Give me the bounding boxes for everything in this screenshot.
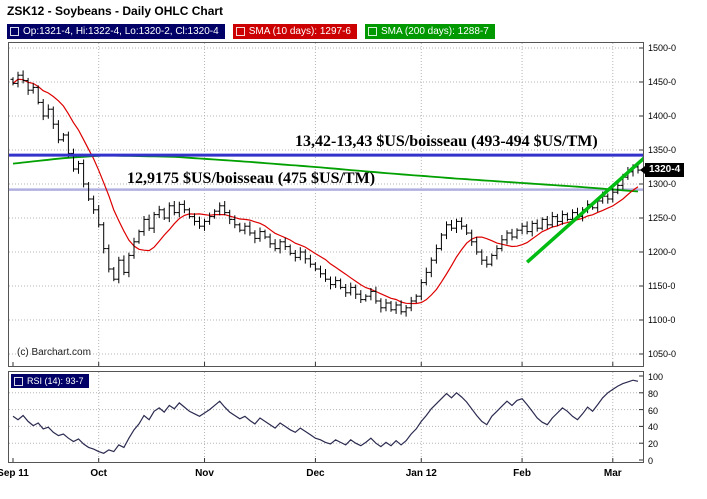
ohlc-swatch-icon: [10, 27, 19, 36]
last-price-tag: 1320-4: [639, 163, 685, 178]
barchart-credit: (c) Barchart.com: [17, 347, 91, 358]
price-axis-label: 1150-0: [648, 281, 676, 291]
last-price-tag-label: 1320-4: [649, 164, 681, 176]
price-axis-label: 1350-0: [648, 145, 677, 155]
rsi-axis-label: 100: [648, 372, 664, 382]
chart-title: ZSK12 - Soybeans - Daily OHLC Chart: [7, 4, 224, 18]
price-axis-label: 1500-0: [648, 43, 677, 53]
rsi-legend[interactable]: RSI (14): 93-7: [11, 374, 89, 388]
rsi-axis-label: 60: [648, 405, 659, 416]
time-axis-label: Jan 12: [405, 468, 437, 479]
time-axis: Sep 11 Oct Nov Dec Jan 12 Feb Mar: [0, 466, 707, 482]
time-axis-label: Mar: [603, 468, 622, 479]
sma200-swatch-icon: [367, 27, 377, 36]
main-chart-svg: [9, 43, 643, 366]
time-axis-label: Dec: [306, 468, 325, 479]
price-axis-label: 1400-0: [648, 111, 677, 121]
time-axis-label: Nov: [195, 468, 214, 479]
price-axis-label: 1250-0: [648, 213, 677, 223]
legend-ohlc-label: Op:1321-4, Hi:1322-4, Lo:1320-2, Cl:1320…: [23, 26, 219, 37]
rsi-panel[interactable]: RSI (14): 93-7: [8, 371, 644, 463]
support-annotation: 12,9175 $US/boisseau (475 $US/TM): [127, 170, 376, 187]
rsi-axis-label: 40: [648, 422, 659, 433]
price-axis-label: 1100-0: [648, 315, 676, 325]
main-chart-panel[interactable]: 13,42-13,43 $US/boisseau (493-494 $US/TM…: [8, 42, 644, 367]
rsi-axis-label: 20: [648, 439, 659, 450]
rsi-swatch-icon: [14, 376, 23, 386]
time-axis-label: Feb: [513, 468, 531, 479]
legend-sma200-label: SMA (200 days): 1288-7: [380, 26, 489, 37]
price-axis-label: 1050-0: [648, 349, 677, 359]
legend-sma10[interactable]: SMA (10 days): 1297-6: [232, 24, 357, 39]
resistance-annotation: 13,42-13,43 $US/boisseau (493-494 $US/TM…: [295, 133, 598, 150]
price-axis-label: 1200-0: [648, 247, 677, 257]
time-axis-label: Sep 11: [0, 468, 29, 479]
legend-sma200[interactable]: SMA (200 days): 1288-7: [364, 24, 495, 39]
rsi-chart-svg: [9, 372, 643, 462]
legend-row: Op:1321-4, Hi:1322-4, Lo:1320-2, Cl:1320…: [7, 24, 495, 39]
rsi-axis-label: 0: [648, 456, 654, 466]
legend-ohlc[interactable]: Op:1321-4, Hi:1322-4, Lo:1320-2, Cl:1320…: [7, 24, 225, 39]
rsi-axis-label: 80: [648, 388, 659, 399]
legend-sma10-label: SMA (10 days): 1297-6: [248, 26, 351, 37]
price-axis-label: 1300-0: [648, 179, 677, 189]
time-axis-label: Oct: [90, 468, 108, 479]
sma10-swatch-icon: [235, 27, 245, 36]
rsi-legend-label: RSI (14): 93-7: [27, 376, 84, 386]
price-axis-label: 1450-0: [648, 77, 677, 87]
